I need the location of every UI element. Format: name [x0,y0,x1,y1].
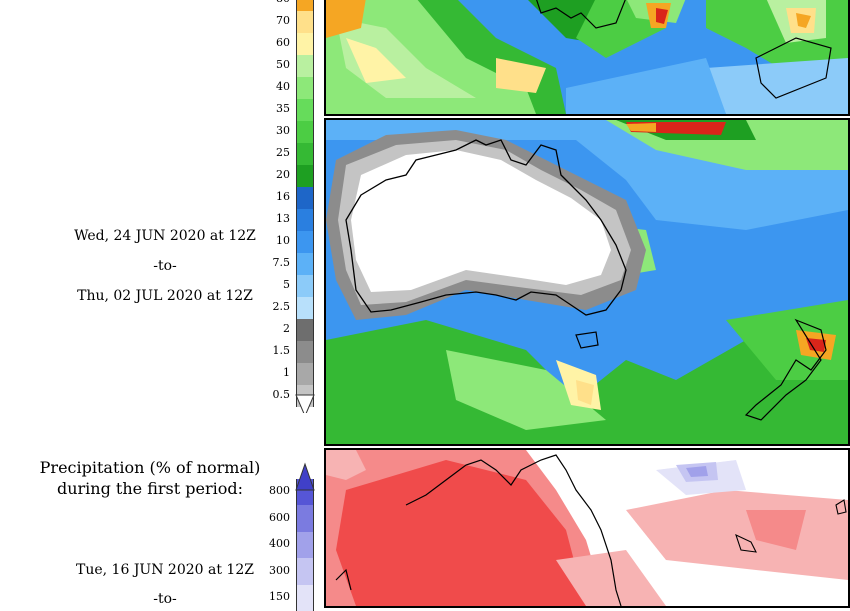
precipitation-map-middle [326,120,848,444]
lower-scale-tick-label: 300 [269,563,290,577]
upper-scale-tick-label: 0.5 [272,388,291,401]
upper-scale-segment [296,99,314,121]
percent-normal-title: Precipitation (% of normal) during the f… [20,457,280,499]
lower-scale-arrow-icon [295,462,315,491]
upper-scale-tick-label: 60 [276,36,290,49]
upper-scale-tick-label: 50 [276,58,290,71]
upper-scale-tick-label: 5 [283,278,290,291]
upper-scale-tick-label: 1 [283,366,290,379]
percent-normal-map [326,450,848,606]
upper-scale-tick-label: 16 [276,190,290,203]
upper-scale-segment [296,33,314,55]
percent-normal-title-line2: during the first period: [56,479,244,498]
upper-scale-segment [296,297,314,319]
upper-scale-segment [296,275,314,297]
upper-scale-segment [296,165,314,187]
upper-scale-tick-label: 2 [283,322,290,335]
upper-scale-arrow-icon [295,394,315,413]
mid-period-end: Thu, 02 JUL 2020 at 12Z [77,288,253,304]
upper-scale-segment [296,319,314,341]
upper-scale-segment [296,121,314,143]
mid-period-start: Wed, 24 JUN 2020 at 12Z [74,228,256,244]
first-period-separator: -to- [153,591,177,607]
percent-normal-title-line1: Precipitation (% of normal) [39,458,261,477]
upper-scale-segment [296,77,314,99]
upper-scale-segment [296,363,314,385]
upper-scale-segment [296,253,314,275]
precipitation-color-scale: 80 70 60 50 40 35 30 25 20 16 13 10 7.5 5 2.5 2 1.5 1 0.5 [0,0,320,600]
upper-scale-tick-label: 13 [276,212,290,225]
upper-scale-tick-label: 2.5 [272,300,291,313]
upper-scale-tick-label: 30 [276,124,290,137]
lower-scale-segment [296,584,314,611]
upper-scale-tick-label: 10 [276,234,290,247]
upper-scale-segment [296,11,314,33]
map-panel-bottom [324,448,850,608]
upper-scale-segment [296,55,314,77]
precipitation-map-top [326,0,848,114]
upper-scale-segment [296,231,314,253]
upper-scale-tick-label: 70 [276,14,290,27]
upper-scale-tick-label: 20 [276,168,290,181]
upper-scale-segment [296,187,314,209]
upper-scale-tick-label: 25 [276,146,290,159]
first-period-start: Tue, 16 JUN 2020 at 12Z [76,562,254,578]
mid-period-separator: -to- [153,258,177,274]
upper-scale-segment [296,209,314,231]
upper-scale-tick-label: 40 [276,80,290,93]
lower-scale-tick-label: 800 [269,484,290,497]
lower-scale-segment [296,505,314,532]
map-panel-middle [324,118,850,446]
upper-scale-segment [296,0,314,11]
upper-scale-segment [296,143,314,165]
map-panel-top [324,0,850,116]
upper-scale-tick-label: 7.5 [272,256,291,269]
lower-scale-segment [296,558,314,585]
upper-scale-tick-label: 80 [240,0,290,5]
lower-scale-tick-label: 600 [269,510,290,524]
upper-scale-segment [296,341,314,363]
upper-scale-tick-label: 35 [276,102,290,115]
lower-scale-tick-label: 400 [269,537,290,550]
upper-scale-tick-label: 1.5 [272,344,291,357]
lower-scale-segment [296,531,314,559]
